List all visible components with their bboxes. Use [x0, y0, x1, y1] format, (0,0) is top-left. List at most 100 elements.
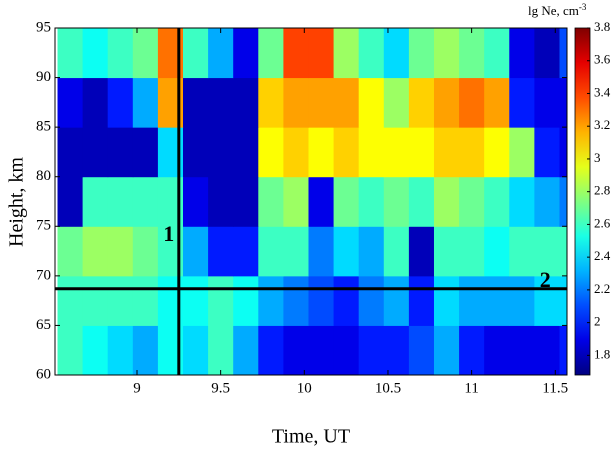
- heat-cell: [82, 325, 109, 375]
- heat-cell: [107, 325, 134, 375]
- x-tick-label: 11.5: [542, 380, 568, 396]
- heat-cell: [82, 127, 109, 178]
- heat-cell: [308, 28, 335, 79]
- heat-cell: [408, 275, 435, 326]
- heat-cell: [433, 28, 460, 79]
- heat-cell: [208, 127, 234, 178]
- heat-cell: [82, 28, 109, 79]
- heat-cell: [534, 275, 560, 326]
- heat-cell: [233, 325, 259, 375]
- heat-cell: [107, 275, 134, 326]
- heat-cell: [383, 226, 410, 277]
- colorbar: [574, 27, 591, 376]
- heat-cell: [408, 77, 435, 128]
- heat-cell: [484, 325, 510, 375]
- heat-cell: [308, 176, 335, 227]
- heat-cell: [233, 28, 259, 79]
- heat-cell: [333, 176, 360, 227]
- heat-cell: [132, 275, 159, 326]
- y-tick-label: 95: [36, 19, 51, 35]
- heat-cell: [459, 176, 485, 227]
- heat-cell: [559, 28, 567, 79]
- y-tick-label: 70: [36, 267, 51, 283]
- y-axis-label: Height, km: [6, 157, 28, 247]
- heat-cell: [258, 325, 284, 375]
- heat-cell: [408, 325, 435, 375]
- heat-cell: [509, 226, 535, 277]
- heat-cell: [183, 176, 209, 227]
- heat-cell: [107, 226, 134, 277]
- heat-cell: [333, 226, 360, 277]
- heat-cell: [408, 176, 435, 227]
- heat-cell: [333, 127, 360, 178]
- heat-cell: [208, 275, 234, 326]
- heat-cell: [484, 127, 510, 178]
- heat-cell: [408, 28, 435, 79]
- heat-cell: [509, 275, 535, 326]
- heat-cell: [459, 127, 485, 178]
- colorbar-tick-label: 3: [594, 150, 601, 165]
- y-tick-label: 80: [36, 168, 51, 184]
- heat-cell: [383, 77, 410, 128]
- heat-cell: [132, 176, 159, 227]
- heat-cell: [509, 176, 535, 227]
- heat-cell: [107, 77, 134, 128]
- heat-cell: [233, 127, 259, 178]
- heat-cell: [433, 275, 460, 326]
- x-tick-label: 9: [133, 380, 141, 396]
- heat-cell: [358, 226, 385, 277]
- colorbar-tick-label: 2.6: [594, 215, 611, 230]
- heat-cell: [132, 77, 159, 128]
- heat-cell: [559, 226, 567, 277]
- heat-cell: [383, 275, 410, 326]
- heat-cell: [333, 325, 360, 375]
- heatmap: [57, 28, 567, 375]
- heat-cell: [183, 226, 209, 277]
- y-tick-label: 60: [36, 366, 51, 382]
- y-tick-label: 65: [36, 317, 51, 333]
- heat-cell: [433, 77, 460, 128]
- heat-cell: [383, 325, 410, 375]
- heat-cell: [308, 77, 335, 128]
- heat-cell: [132, 226, 159, 277]
- heat-cell: [358, 28, 385, 79]
- heat-cell: [132, 127, 159, 178]
- x-tick-label: 11: [464, 380, 478, 396]
- heat-cell: [308, 127, 335, 178]
- heat-cell: [82, 226, 109, 277]
- heat-cell: [283, 226, 309, 277]
- heat-cell: [358, 77, 385, 128]
- heat-cell: [534, 176, 560, 227]
- heat-cell: [308, 275, 335, 326]
- heat-cell: [358, 275, 385, 326]
- heat-cell: [534, 325, 560, 375]
- x-tick-label: 9.5: [211, 380, 230, 396]
- heat-cell: [459, 275, 485, 326]
- heat-cell: [484, 226, 510, 277]
- colorbar-label-sup: -3: [579, 2, 587, 12]
- heat-cell: [559, 127, 567, 178]
- heat-cell: [208, 325, 234, 375]
- heat-cell: [258, 77, 284, 128]
- y-tick-label: 85: [36, 119, 51, 135]
- heat-cell: [132, 28, 159, 79]
- heat-cell: [559, 325, 567, 375]
- heat-cell: [183, 28, 209, 79]
- colorbar-tick-label: 2.4: [594, 248, 611, 263]
- x-axis-label: Time, UT: [272, 426, 350, 448]
- heat-cell: [82, 275, 109, 326]
- heat-cell: [208, 77, 234, 128]
- heat-cell: [183, 325, 209, 375]
- heat-cell: [258, 127, 284, 178]
- heat-cell: [107, 176, 134, 227]
- y-tick-label: 90: [36, 69, 51, 85]
- heat-cell: [57, 275, 84, 326]
- heat-cell: [57, 226, 84, 277]
- heat-cell: [459, 226, 485, 277]
- colorbar-tick-label: 3.4: [594, 84, 611, 99]
- heat-cell: [333, 28, 360, 79]
- heat-cell: [383, 127, 410, 178]
- heat-cell: [484, 176, 510, 227]
- heat-cell: [433, 176, 460, 227]
- heat-cell: [559, 275, 567, 326]
